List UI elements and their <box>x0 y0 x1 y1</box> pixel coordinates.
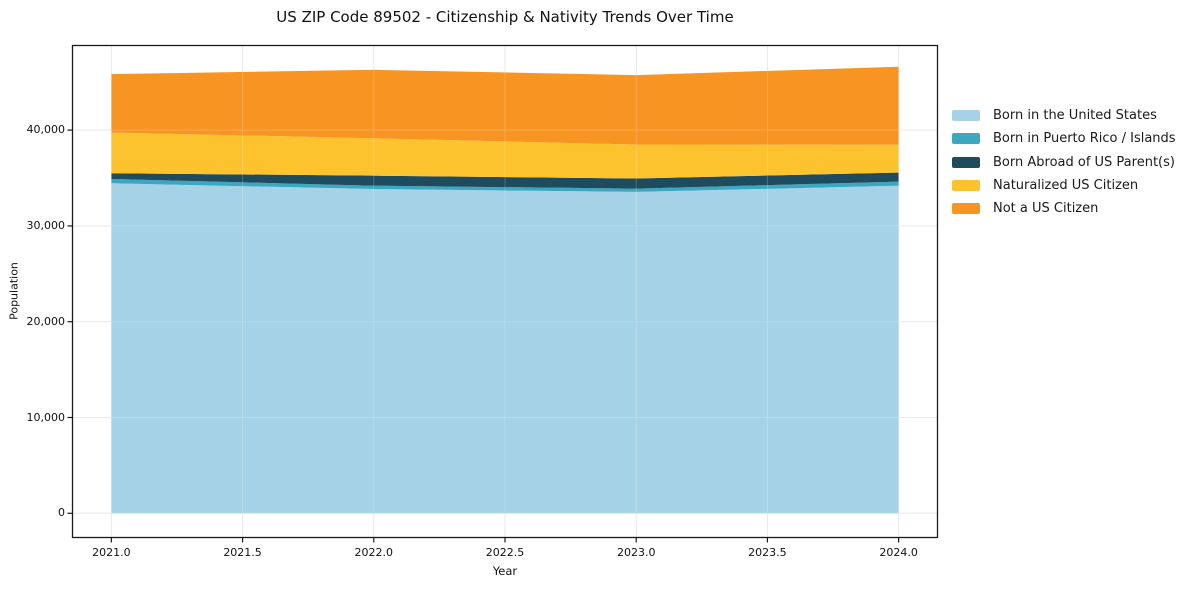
legend-label: Born in the United States <box>993 108 1157 124</box>
plot-frame <box>71 44 939 539</box>
x-tick-label: 2021.0 <box>92 546 131 559</box>
x-tick-label: 2022.5 <box>485 546 525 559</box>
y-tick-label: 20,000 <box>26 314 66 328</box>
legend-item: Naturalized US Citizen <box>952 174 1176 197</box>
y-tick-label: 0 <box>58 506 65 520</box>
chart-title: US ZIP Code 89502 - Citizenship & Nativi… <box>276 8 734 26</box>
legend-swatch-icon <box>952 203 980 215</box>
legend-swatch-icon <box>952 156 980 168</box>
x-tick-label: 2022.0 <box>354 546 394 559</box>
legend-label: Naturalized US Citizen <box>993 178 1139 194</box>
legend-label: Born in Puerto Rico / Islands <box>993 131 1176 147</box>
legend-swatch-icon <box>952 180 980 192</box>
area-series-not-a-us-citizen <box>111 66 899 145</box>
x-axis-label: Year <box>492 564 518 578</box>
x-tick-label: 2021.5 <box>223 546 262 559</box>
plot-area <box>67 44 939 543</box>
legend-label: Not a US Citizen <box>993 201 1099 217</box>
legend-swatch-icon <box>952 110 980 122</box>
area-series-born-in-the-united-states <box>111 183 899 514</box>
y-tick-label: 30,000 <box>26 218 66 232</box>
y-axis-label: Population <box>7 262 21 320</box>
x-tick-label: 2023.0 <box>616 546 656 559</box>
y-tick-label: 10,000 <box>26 410 66 424</box>
y-tick-label: 40,000 <box>26 123 66 137</box>
legend-swatch-icon <box>952 133 980 145</box>
area-series-naturalized-us-citizen <box>111 132 899 179</box>
x-tick-label: 2023.5 <box>748 546 787 559</box>
legend-label: Born Abroad of US Parent(s) <box>993 154 1175 170</box>
legend-item: Born in Puerto Rico / Islands <box>952 127 1176 150</box>
area-series-born-in-puerto-rico-islands <box>111 179 899 192</box>
area-series-born-abroad-of-us-parent-s <box>111 172 899 189</box>
legend-item: Not a US Citizen <box>952 197 1176 220</box>
legend-item: Born in the United States <box>952 104 1176 127</box>
legend-item: Born Abroad of US Parent(s) <box>952 151 1176 174</box>
legend: Born in the United States Born in Puerto … <box>952 104 1176 220</box>
x-tick-label: 2024.0 <box>879 546 918 559</box>
